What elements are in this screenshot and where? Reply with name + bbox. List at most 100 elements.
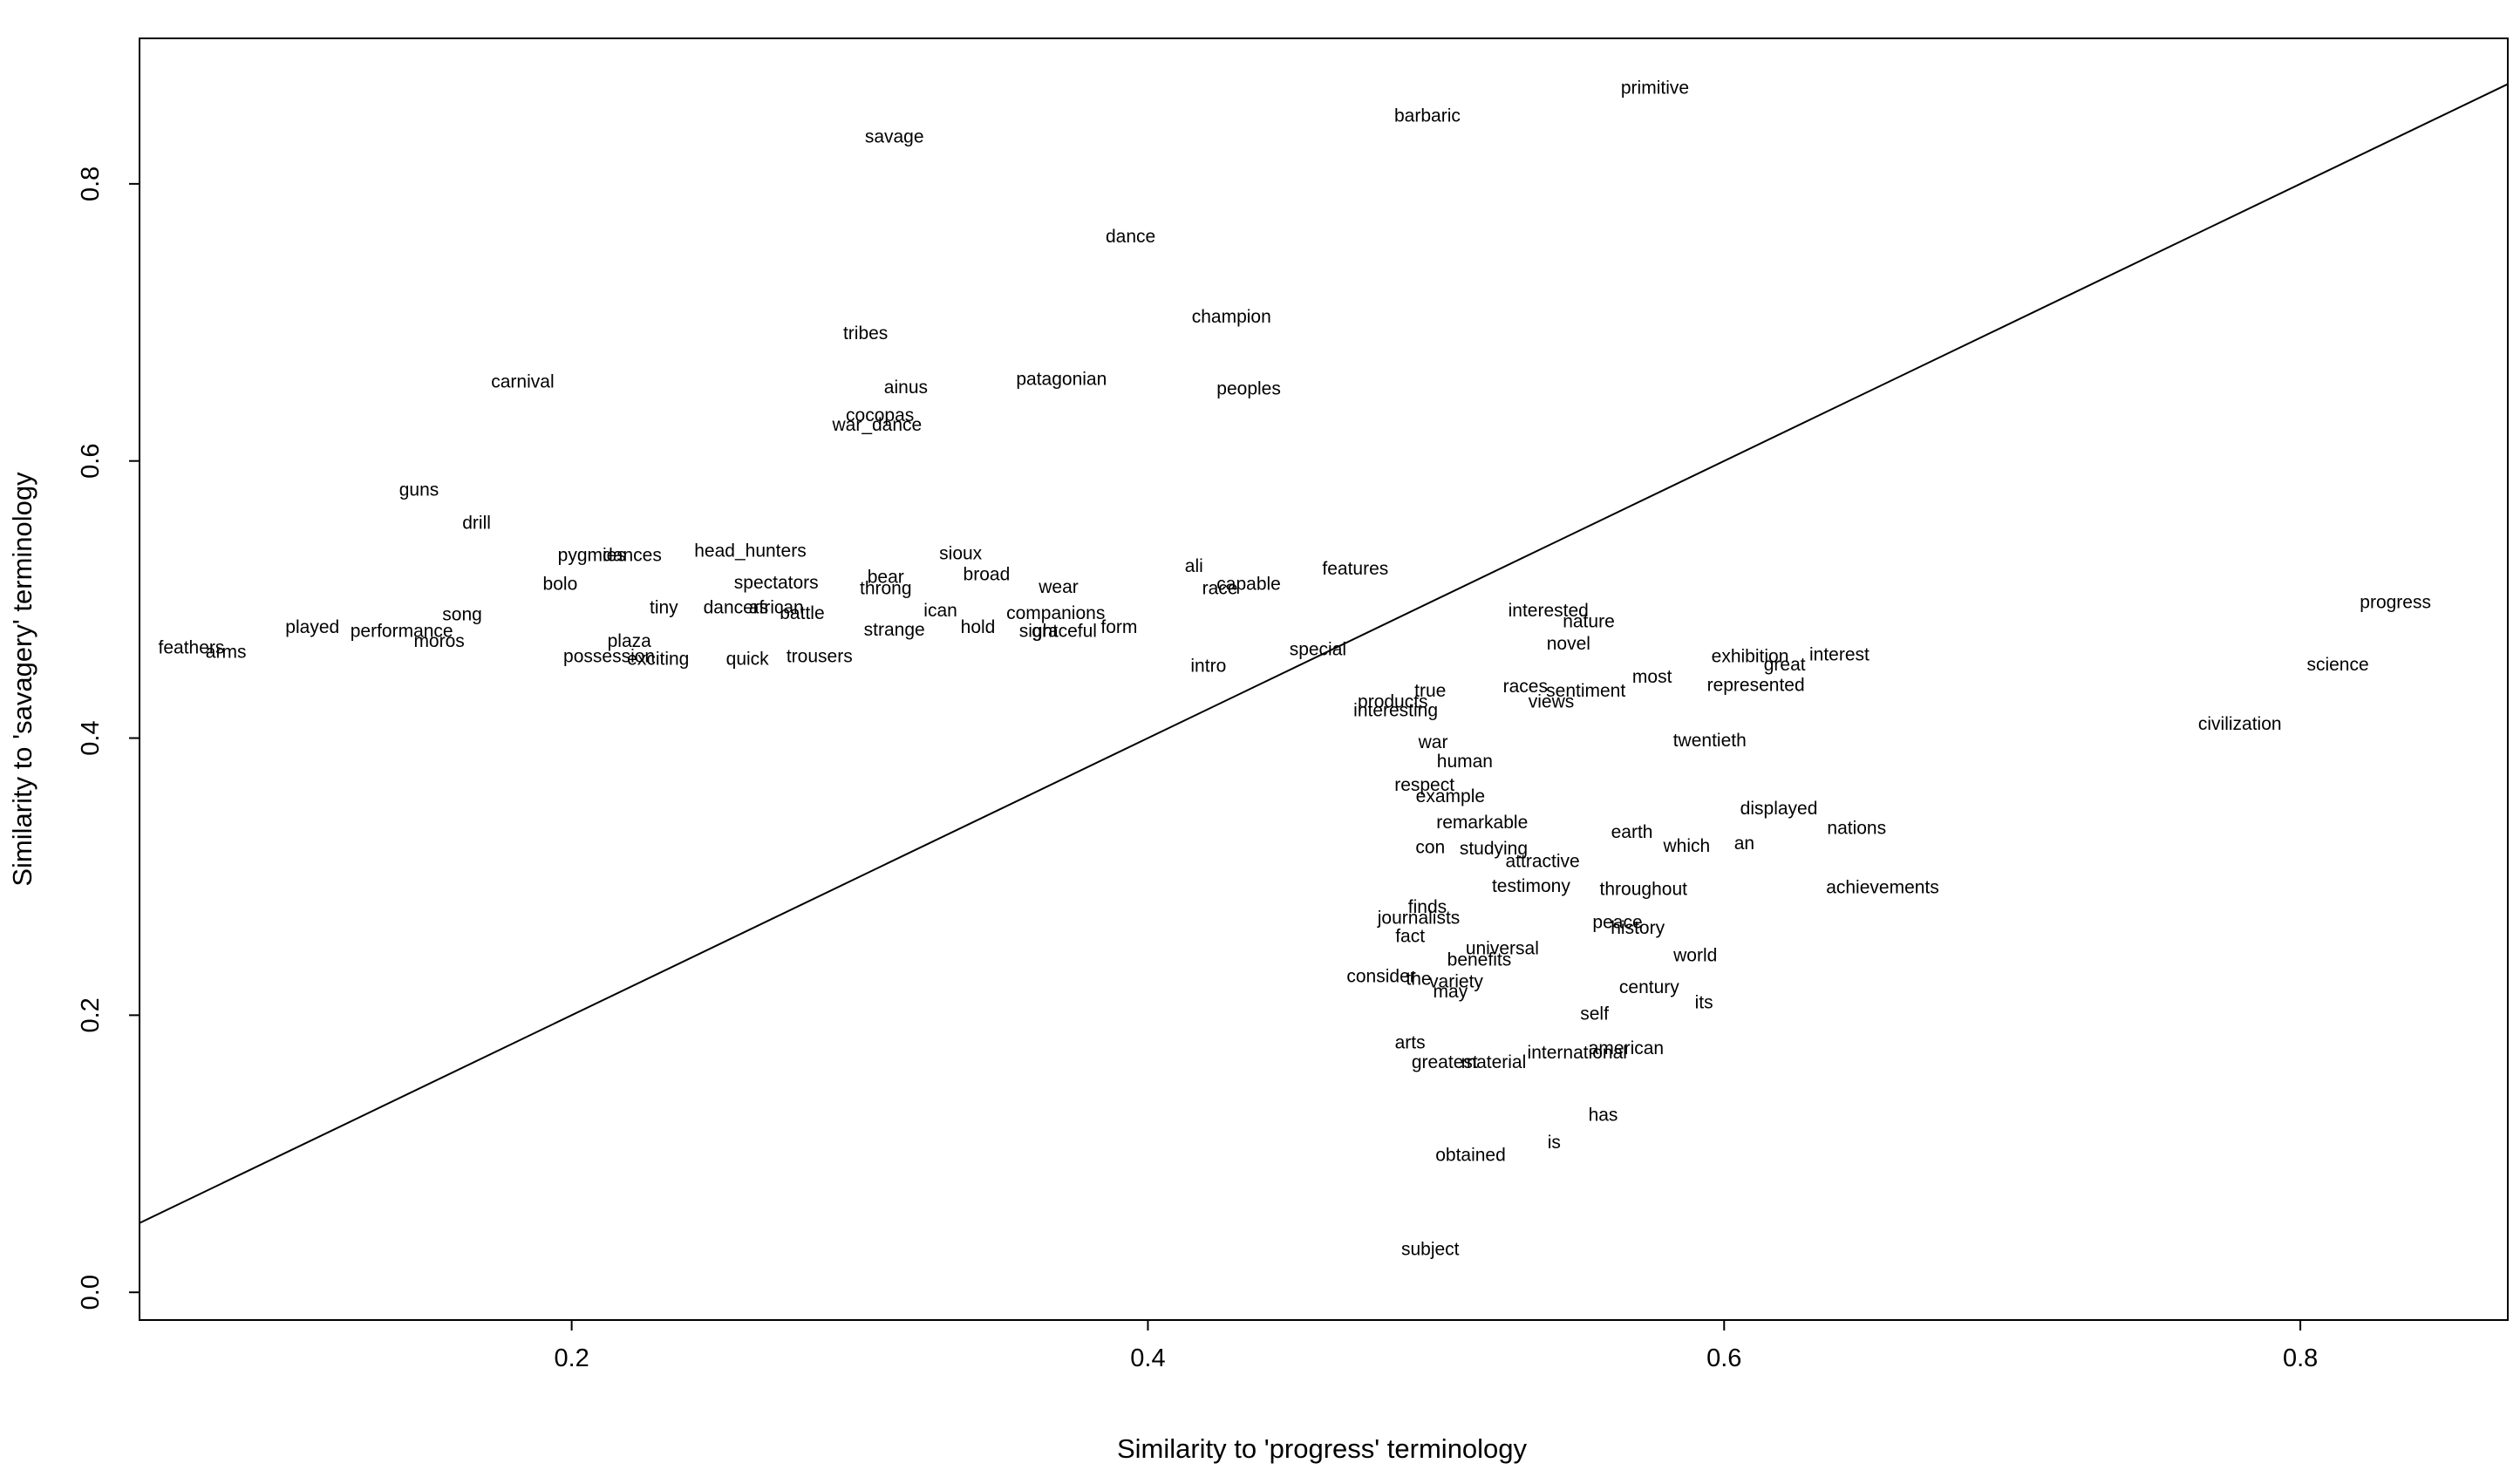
word-point: represented	[1707, 676, 1805, 696]
x-axis: 0.2 0.4 0.6 0.8	[554, 1320, 2318, 1372]
word-point: world	[1672, 946, 1717, 966]
x-tick-label: 0.6	[1706, 1344, 1741, 1372]
word-point: exhibition	[1712, 646, 1789, 666]
word-point: progress	[2360, 592, 2431, 612]
word-point: broad	[964, 565, 1011, 585]
word-point: may	[1434, 982, 1468, 1002]
word-point: exciting	[627, 649, 689, 669]
word-point: hold	[961, 617, 996, 637]
plot-frame	[139, 37, 2509, 1321]
word-point: fact	[1395, 926, 1425, 946]
word-point: peoples	[1216, 379, 1281, 399]
word-point: war	[1418, 732, 1448, 752]
word-point: moros	[413, 631, 464, 651]
word-point: which	[1662, 836, 1710, 856]
word-point: form	[1100, 617, 1137, 637]
word-point: bolo	[543, 575, 578, 595]
word-point: throng	[860, 578, 912, 598]
word-point: material	[1461, 1052, 1527, 1072]
x-tick-label: 0.4	[1130, 1344, 1165, 1372]
word-point: displayed	[1740, 799, 1818, 819]
word-point: great	[1764, 655, 1806, 675]
word-point: century	[1619, 977, 1679, 997]
word-point: testimony	[1492, 876, 1570, 896]
word-point: finds	[1408, 897, 1447, 917]
word-point: views	[1529, 692, 1575, 712]
word-point: barbaric	[1394, 105, 1461, 126]
word-point: battle	[780, 603, 824, 623]
word-point: dancers	[704, 598, 769, 618]
word-point: benefits	[1447, 949, 1512, 970]
word-point: remarkable	[1436, 813, 1528, 833]
word-point: journalists	[1377, 909, 1461, 929]
word-point: pygmies	[558, 545, 626, 565]
word-point: nature	[1563, 612, 1615, 632]
y-axis-label: Similarity to 'savagery' terminology	[7, 472, 37, 887]
word-point: tribes	[843, 323, 888, 344]
word-point: con	[1415, 838, 1445, 858]
word-point: african	[749, 598, 804, 618]
word-point: drill	[462, 514, 491, 534]
word-point: self	[1580, 1004, 1609, 1024]
word-point: quick	[726, 649, 770, 669]
word-point: science	[2306, 655, 2368, 675]
y-tick-label: 0.6	[77, 444, 105, 479]
word-point: interested	[1509, 601, 1589, 621]
word-point: peace	[1592, 912, 1642, 932]
word-point: sioux	[939, 544, 983, 564]
word-point: capable	[1216, 575, 1281, 595]
word-point: feathers	[159, 638, 225, 658]
word-point: respect	[1394, 775, 1454, 795]
word-point: variety	[1429, 972, 1483, 992]
x-axis-label: Similarity to 'progress' terminology	[1117, 1433, 1528, 1464]
word-point: intro	[1190, 656, 1226, 676]
x-tick-label: 0.2	[554, 1344, 589, 1372]
word-point: patagonian	[1016, 369, 1107, 389]
word-point: an	[1734, 834, 1754, 854]
word-point: plaza	[608, 631, 652, 651]
word-point: features	[1322, 559, 1388, 579]
word-point: has	[1589, 1105, 1618, 1125]
word-point: companions	[1006, 603, 1105, 623]
word-point: obtained	[1435, 1145, 1506, 1165]
word-point: tiny	[650, 598, 678, 618]
word-point: spectators	[734, 573, 819, 593]
word-point: most	[1632, 667, 1672, 687]
word-point: strange	[864, 620, 925, 640]
word-point: international	[1528, 1043, 1627, 1063]
word-point: consider	[1346, 966, 1415, 986]
word-point: american	[1589, 1038, 1664, 1058]
y-tick-label: 0.2	[77, 997, 105, 1032]
word-point: example	[1416, 786, 1485, 806]
word-point: throughout	[1600, 879, 1688, 899]
word-point: studying	[1460, 839, 1528, 859]
word-point: bear	[868, 568, 904, 588]
word-point: savage	[865, 126, 924, 146]
word-point: arms	[206, 643, 247, 663]
word-point: graceful	[1032, 622, 1097, 642]
word-point: its	[1695, 993, 1713, 1013]
word-point: war_dance	[831, 415, 922, 435]
word-point: race	[1202, 578, 1238, 598]
word-point: cocopas	[846, 405, 914, 425]
word-point: is	[1548, 1133, 1561, 1153]
word-point: champion	[1192, 307, 1271, 327]
word-point: arts	[1395, 1033, 1426, 1053]
word-point: human	[1437, 752, 1493, 772]
word-point: ali	[1185, 556, 1203, 576]
word-point: interest	[1809, 645, 1870, 665]
word-point: nations	[1827, 818, 1886, 838]
word-point: achievements	[1826, 878, 1939, 898]
word-point: dance	[1106, 227, 1155, 247]
word-point: trousers	[787, 646, 853, 666]
y-axis: 0.0 0.2 0.4 0.6 0.8	[77, 167, 140, 1310]
word-point: carnival	[491, 372, 554, 392]
word-point: history	[1611, 918, 1665, 938]
word-point: attractive	[1506, 851, 1580, 871]
word-point: twentieth	[1673, 731, 1747, 751]
reference-line	[139, 83, 2509, 1224]
y-tick-label: 0.4	[77, 720, 105, 755]
word-point: interesting	[1353, 700, 1438, 720]
word-point: guns	[399, 480, 439, 500]
